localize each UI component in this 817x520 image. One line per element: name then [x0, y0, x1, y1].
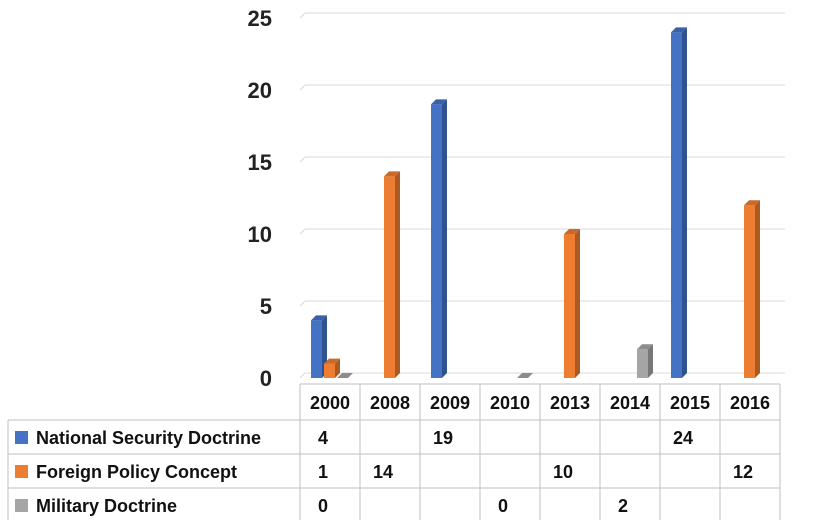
category-label: 2010	[490, 393, 530, 413]
gridline-depth	[299, 300, 306, 307]
category-label: 2016	[730, 393, 770, 413]
bar-side	[335, 358, 340, 378]
bar-top	[337, 373, 353, 378]
bar-top	[637, 344, 653, 350]
table-value: 0	[498, 496, 508, 516]
category-label: 2008	[370, 393, 410, 413]
bar-top	[517, 373, 533, 378]
table-value: 4	[318, 428, 328, 448]
bar-side	[755, 200, 760, 378]
y-tick-label: 0	[260, 366, 272, 391]
table-value: 19	[433, 428, 453, 448]
y-tick-label: 15	[248, 150, 272, 175]
y-tick-label: 5	[260, 294, 272, 319]
gridline-depth	[299, 84, 306, 91]
table-value: 2	[618, 496, 628, 516]
bar-side	[395, 171, 400, 378]
bar-top	[431, 99, 447, 105]
table-value: 14	[373, 462, 393, 482]
bar-side	[648, 344, 653, 378]
gridline-depth	[299, 12, 306, 19]
bar-top	[311, 315, 327, 321]
category-label: 2000	[310, 393, 350, 413]
bar	[431, 104, 442, 379]
bar	[637, 349, 648, 378]
y-tick-label: 10	[248, 222, 272, 247]
category-label: 2015	[670, 393, 710, 413]
table-value: 24	[673, 428, 693, 448]
bar	[744, 205, 755, 378]
category-label: 2014	[610, 393, 650, 413]
legend-label: Foreign Policy Concept	[36, 462, 237, 482]
bar	[564, 234, 575, 378]
y-tick-label: 20	[248, 78, 272, 103]
legend-swatch	[15, 431, 28, 444]
category-label: 2009	[430, 393, 470, 413]
bar	[324, 363, 335, 378]
category-label: 2013	[550, 393, 590, 413]
gridline-depth	[299, 228, 306, 235]
gridline-depth	[299, 156, 306, 163]
table-value: 12	[733, 462, 753, 482]
bar	[671, 32, 682, 379]
table-value: 0	[318, 496, 328, 516]
table-value: 1	[318, 462, 328, 482]
gridline-depth	[299, 372, 306, 379]
bar	[384, 176, 395, 378]
bar-side	[575, 229, 580, 378]
legend-label: National Security Doctrine	[36, 428, 261, 448]
bar-top	[564, 229, 580, 234]
bar	[311, 320, 322, 378]
legend-swatch	[15, 499, 28, 512]
bar-top	[744, 200, 760, 206]
bar-side	[442, 99, 447, 379]
bar-top	[384, 171, 400, 177]
legend-label: Military Doctrine	[36, 496, 177, 516]
legend-swatch	[15, 465, 28, 478]
bar-side	[682, 27, 687, 379]
y-tick-label: 25	[248, 6, 272, 31]
table-value: 10	[553, 462, 573, 482]
bar-top	[671, 27, 687, 33]
bar-top	[324, 358, 340, 364]
